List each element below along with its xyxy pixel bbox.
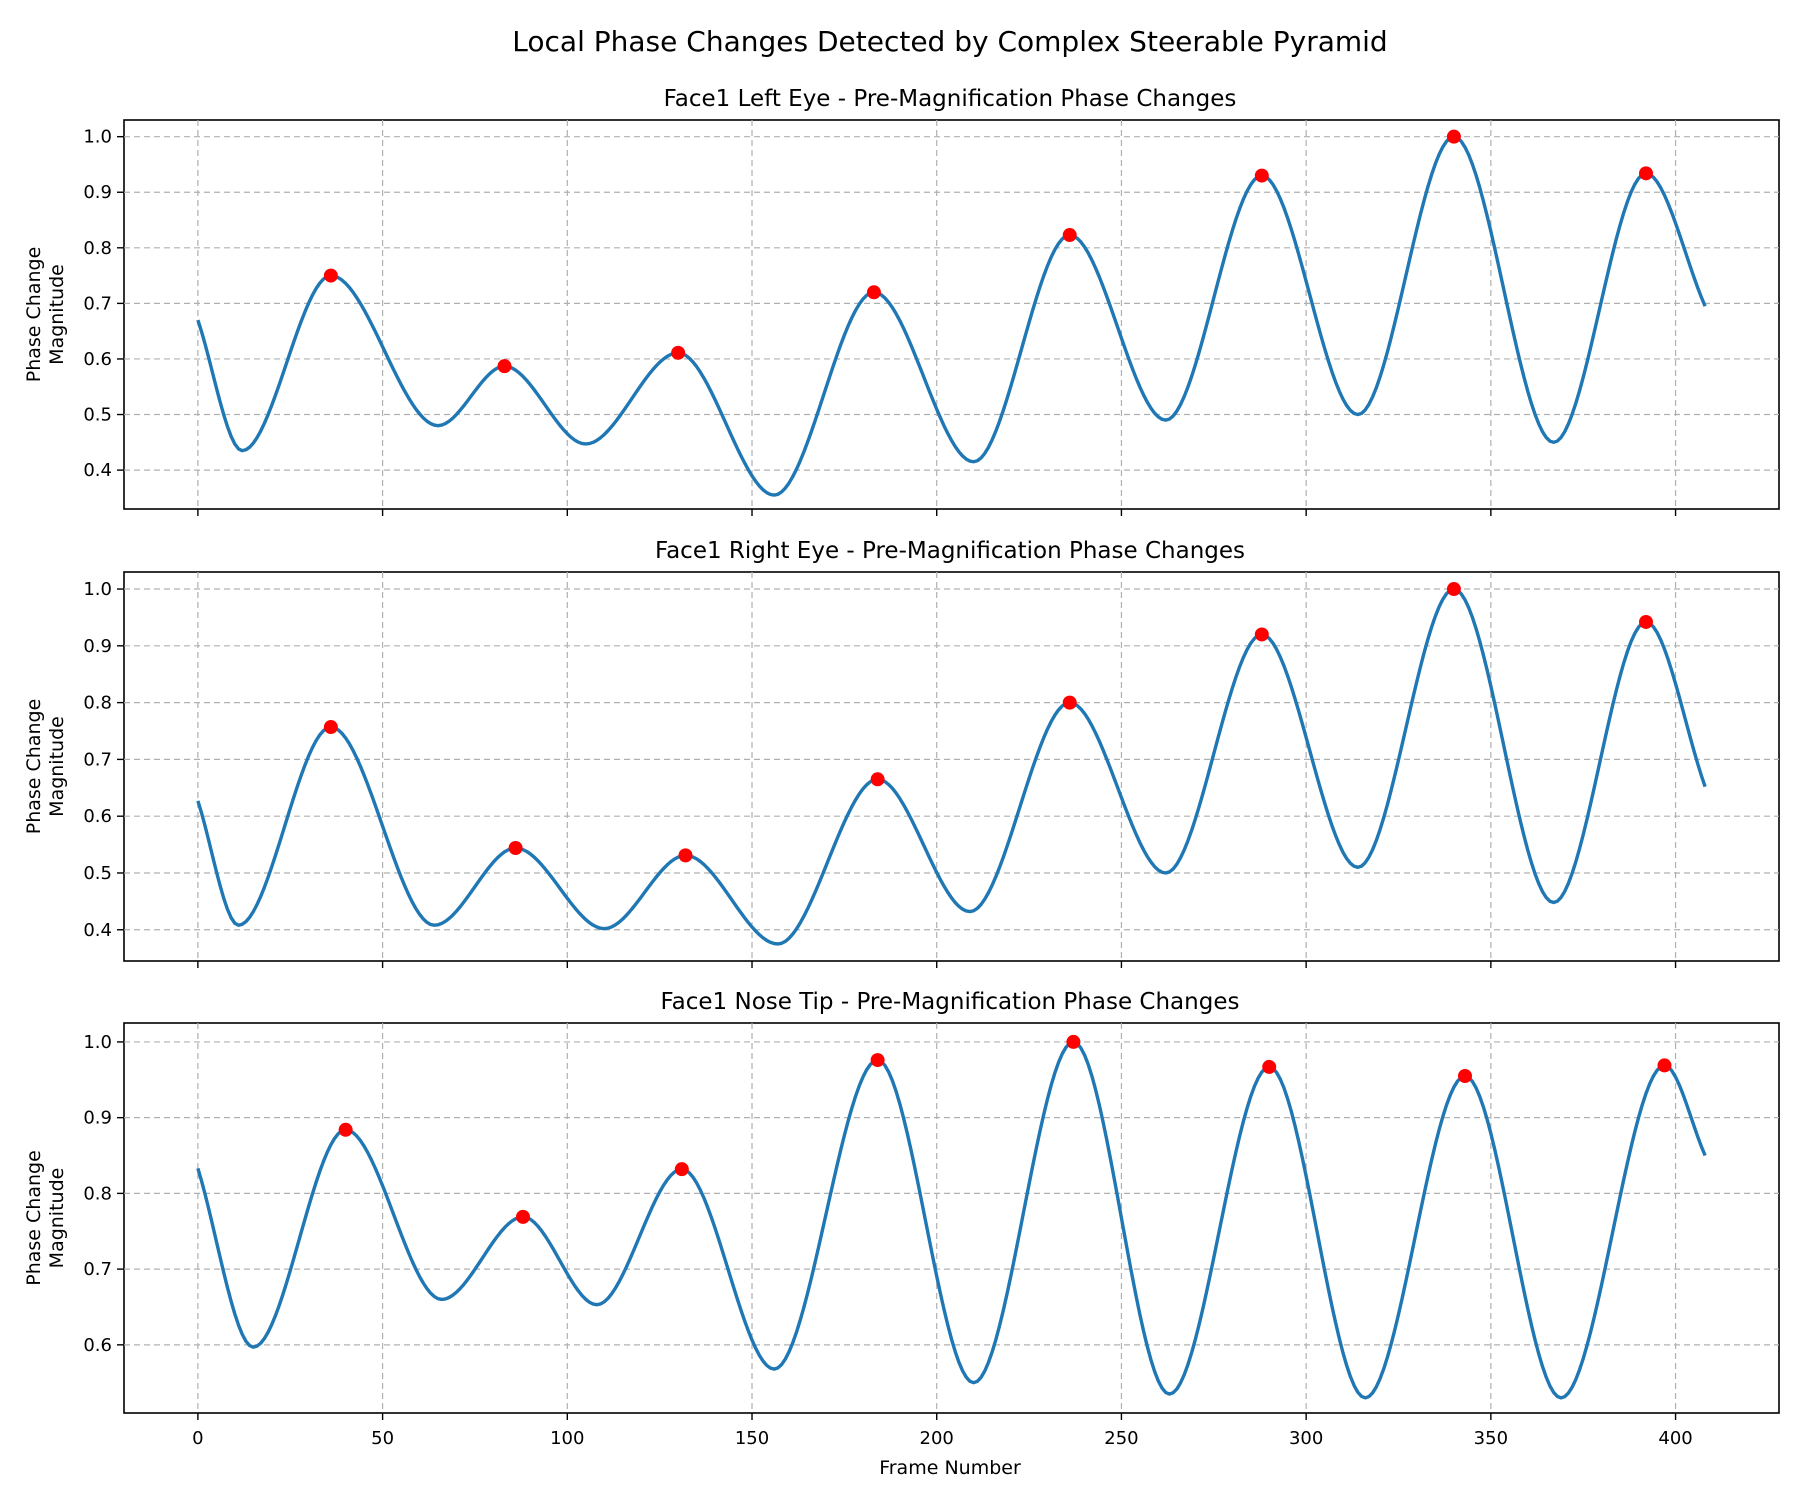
peak-markers-nose-tip <box>338 1034 1672 1224</box>
peak-marker <box>1262 1059 1277 1074</box>
peak-markers-left-eye <box>323 129 1654 374</box>
x-tick-label: 50 <box>371 1428 394 1449</box>
panel-right-eye: Face1 Right Eye - Pre-Magnification Phas… <box>23 538 1780 968</box>
x-tick-label: 0 <box>192 1428 203 1449</box>
y-axis-label-nose-tip-line2: Magnitude <box>46 1168 68 1269</box>
y-axis-label-right-eye: Phase Change <box>23 699 45 835</box>
peak-marker <box>1066 1034 1081 1049</box>
panel-left-eye: Face1 Left Eye - Pre-Magnification Phase… <box>23 86 1780 516</box>
y-axis-label-left-eye: Phase Change <box>23 247 45 383</box>
plot-area-right-eye <box>123 571 1780 962</box>
peak-marker <box>1062 695 1077 710</box>
y-tick-label: 0.9 <box>83 1108 112 1129</box>
y-tick-label: 0.5 <box>83 863 112 884</box>
peak-marker <box>678 848 693 863</box>
peak-marker <box>323 268 338 283</box>
x-tick-label: 300 <box>1289 1428 1323 1449</box>
y-axis-left-eye: 0.4 0.5 0.6 0.7 0.8 0.9 1.0 <box>83 127 124 481</box>
peak-marker <box>870 772 885 787</box>
figure-title: Local Phase Changes Detected by Complex … <box>512 25 1387 58</box>
y-tick-label: 0.9 <box>83 182 112 203</box>
x-tick-label: 250 <box>1104 1428 1138 1449</box>
y-tick-label: 0.8 <box>83 238 112 259</box>
x-axis-nose-tip: 0 50 100 150 200 250 300 350 400 <box>192 1413 1693 1449</box>
y-axis-label-right-eye-line2: Magnitude <box>46 716 68 817</box>
series-line-nose-tip <box>196 1040 1707 1400</box>
y-tick-label: 0.7 <box>83 293 112 314</box>
peak-marker <box>1446 582 1461 597</box>
series-line-left-eye <box>196 134 1707 497</box>
x-tick-label: 350 <box>1474 1428 1508 1449</box>
x-axis-left-eye <box>197 509 1677 516</box>
x-tick-label: 100 <box>550 1428 584 1449</box>
grid-left-eye <box>124 120 1779 509</box>
peak-marker <box>1457 1069 1472 1084</box>
y-tick-label: 0.4 <box>83 920 112 941</box>
panel-nose-tip: Face1 Nose Tip - Pre-Magnification Phase… <box>23 989 1780 1449</box>
peak-marker <box>674 1162 689 1177</box>
y-tick-label: 1.0 <box>83 1032 112 1053</box>
plot-area-left-eye <box>123 119 1780 510</box>
peak-marker <box>1254 627 1269 642</box>
peak-marker <box>497 359 512 374</box>
peak-marker <box>323 720 338 735</box>
x-axis-right-eye <box>197 961 1677 968</box>
panel-title-nose-tip: Face1 Nose Tip - Pre-Magnification Phase… <box>661 989 1240 1015</box>
x-tick-label: 400 <box>1658 1428 1692 1449</box>
x-axis-label: Frame Number <box>879 1457 1021 1479</box>
peak-marker <box>508 840 523 855</box>
grid-nose-tip <box>124 1023 1779 1413</box>
y-axis-label-left-eye-line2: Magnitude <box>46 264 68 365</box>
y-tick-label: 1.0 <box>83 127 112 148</box>
y-tick-label: 0.8 <box>83 693 112 714</box>
y-tick-label: 0.4 <box>83 460 112 481</box>
y-tick-label: 0.6 <box>83 1335 112 1356</box>
peak-marker <box>515 1209 530 1224</box>
y-tick-label: 1.0 <box>83 579 112 600</box>
peak-marker <box>1254 168 1269 183</box>
y-axis-label-nose-tip: Phase Change <box>23 1150 45 1286</box>
x-tick-label: 150 <box>735 1428 769 1449</box>
x-tick-label: 200 <box>920 1428 954 1449</box>
peak-marker <box>1639 614 1654 629</box>
peak-marker <box>866 285 881 300</box>
peak-marker <box>1639 166 1654 181</box>
series-line-right-eye <box>196 587 1707 946</box>
plot-area-nose-tip <box>123 1022 1780 1414</box>
y-axis-nose-tip: 0.6 0.7 0.8 0.9 1.0 <box>83 1032 124 1356</box>
y-axis-right-eye: 0.4 0.5 0.6 0.7 0.8 0.9 1.0 <box>83 579 124 941</box>
peak-markers-right-eye <box>323 582 1654 863</box>
y-tick-label: 0.6 <box>83 806 112 827</box>
y-tick-label: 0.7 <box>83 749 112 770</box>
panel-title-right-eye: Face1 Right Eye - Pre-Magnification Phas… <box>655 538 1245 564</box>
y-tick-label: 0.7 <box>83 1259 112 1280</box>
peak-marker <box>1446 129 1461 144</box>
y-tick-label: 0.5 <box>83 405 112 426</box>
y-tick-label: 0.8 <box>83 1183 112 1204</box>
grid-right-eye <box>124 572 1779 961</box>
y-tick-label: 0.6 <box>83 349 112 370</box>
peak-marker <box>671 345 686 360</box>
peak-marker <box>870 1053 885 1068</box>
peak-marker <box>338 1122 353 1137</box>
panel-title-left-eye: Face1 Left Eye - Pre-Magnification Phase… <box>664 86 1237 112</box>
y-tick-label: 0.9 <box>83 636 112 657</box>
peak-marker <box>1062 228 1077 243</box>
peak-marker <box>1657 1058 1672 1073</box>
